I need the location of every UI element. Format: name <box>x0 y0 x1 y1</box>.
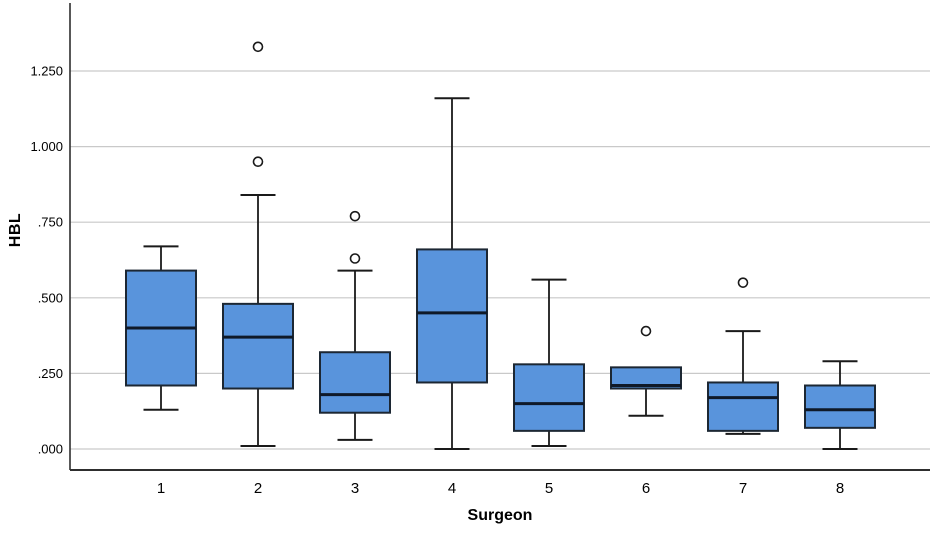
box <box>610 366 682 390</box>
x-axis-title: Surgeon <box>467 507 533 524</box>
y-tick-label: .750 <box>38 215 63 230</box>
x-tick-label: 3 <box>351 480 359 497</box>
outlier-point <box>640 325 652 337</box>
outlier-point <box>252 156 264 168</box>
y-axis-title: HBL <box>7 212 24 248</box>
x-tick-label: 5 <box>545 480 553 497</box>
y-tick-label: 1.000 <box>30 139 63 154</box>
x-tick-label: 7 <box>739 480 747 497</box>
y-tick-label: .000 <box>38 442 63 457</box>
box <box>804 384 876 429</box>
x-tick-label: 6 <box>642 480 650 497</box>
outlier-point <box>737 277 749 288</box>
box <box>222 302 294 390</box>
x-tick-label: 1 <box>157 480 165 497</box>
y-tick-label: .250 <box>38 366 63 381</box>
box <box>707 381 779 432</box>
x-tick-label: 2 <box>254 480 262 497</box>
box <box>513 363 585 432</box>
outlier-point <box>252 41 264 53</box>
box <box>319 351 391 414</box>
y-tick-label: .500 <box>38 290 63 305</box>
y-tick-label: 1.250 <box>30 64 63 79</box>
outlier-point <box>349 210 361 222</box>
x-tick-label: 8 <box>836 480 844 497</box>
outlier-point <box>349 253 361 264</box>
box <box>416 248 488 384</box>
x-tick-label: 4 <box>448 480 456 497</box>
